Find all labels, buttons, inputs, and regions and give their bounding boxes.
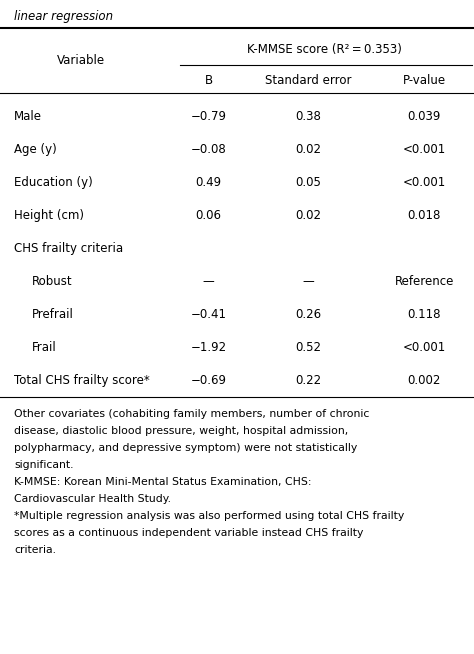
Text: —: — xyxy=(203,275,214,288)
Text: B: B xyxy=(204,73,213,86)
Text: 0.52: 0.52 xyxy=(295,341,321,354)
Text: −0.69: −0.69 xyxy=(191,374,227,387)
Text: *Multiple regression analysis was also performed using total CHS frailty: *Multiple regression analysis was also p… xyxy=(14,511,404,521)
Text: 0.02: 0.02 xyxy=(295,209,321,222)
Text: —: — xyxy=(302,275,314,288)
Text: CHS frailty criteria: CHS frailty criteria xyxy=(14,242,123,255)
Text: 0.38: 0.38 xyxy=(295,110,321,123)
Text: Standard error: Standard error xyxy=(265,73,351,86)
Text: significant.: significant. xyxy=(14,460,74,470)
Text: −0.79: −0.79 xyxy=(191,110,227,123)
Text: criteria.: criteria. xyxy=(14,545,56,555)
Text: 0.06: 0.06 xyxy=(196,209,221,222)
Text: P-value: P-value xyxy=(403,73,446,86)
Text: Variable: Variable xyxy=(56,54,105,67)
Text: 0.018: 0.018 xyxy=(408,209,441,222)
Text: 0.002: 0.002 xyxy=(408,374,441,387)
Text: Other covariates (cohabiting family members, number of chronic: Other covariates (cohabiting family memb… xyxy=(14,409,370,419)
Text: <0.001: <0.001 xyxy=(402,143,446,156)
Text: 0.49: 0.49 xyxy=(195,176,222,189)
Text: Age (y): Age (y) xyxy=(14,143,57,156)
Text: Height (cm): Height (cm) xyxy=(14,209,84,222)
Text: scores as a continuous independent variable instead CHS frailty: scores as a continuous independent varia… xyxy=(14,528,364,538)
Text: −1.92: −1.92 xyxy=(191,341,227,354)
Text: Robust: Robust xyxy=(32,275,73,288)
Text: Reference: Reference xyxy=(394,275,454,288)
Text: Cardiovascular Health Study.: Cardiovascular Health Study. xyxy=(14,494,171,504)
Text: Frail: Frail xyxy=(32,341,57,354)
Text: 0.22: 0.22 xyxy=(295,374,321,387)
Text: polypharmacy, and depressive symptom) were not statistically: polypharmacy, and depressive symptom) we… xyxy=(14,443,357,453)
Text: −0.41: −0.41 xyxy=(191,308,227,321)
Text: K-MMSE: Korean Mini-Mental Status Examination, CHS:: K-MMSE: Korean Mini-Mental Status Examin… xyxy=(14,477,312,487)
Text: disease, diastolic blood pressure, weight, hospital admission,: disease, diastolic blood pressure, weigh… xyxy=(14,426,348,436)
Text: 0.26: 0.26 xyxy=(295,308,321,321)
Text: linear regression: linear regression xyxy=(14,10,113,23)
Text: K-MMSE score (R² = 0.353): K-MMSE score (R² = 0.353) xyxy=(247,44,402,56)
Text: −0.08: −0.08 xyxy=(191,143,227,156)
Text: <0.001: <0.001 xyxy=(402,176,446,189)
Text: Total CHS frailty score*: Total CHS frailty score* xyxy=(14,374,150,387)
Text: 0.118: 0.118 xyxy=(408,308,441,321)
Text: Male: Male xyxy=(14,110,42,123)
Text: Education (y): Education (y) xyxy=(14,176,93,189)
Text: Prefrail: Prefrail xyxy=(32,308,74,321)
Text: <0.001: <0.001 xyxy=(402,341,446,354)
Text: 0.05: 0.05 xyxy=(295,176,321,189)
Text: 0.039: 0.039 xyxy=(408,110,441,123)
Text: 0.02: 0.02 xyxy=(295,143,321,156)
